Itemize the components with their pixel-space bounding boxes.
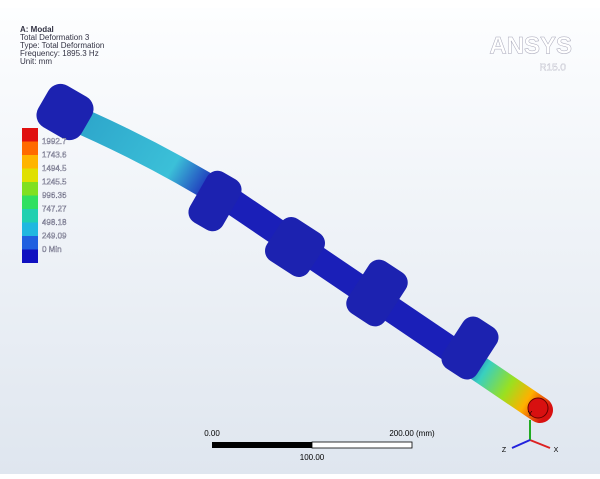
legend-swatch bbox=[22, 141, 38, 155]
legend-swatch bbox=[22, 128, 38, 142]
triad-label: Z bbox=[502, 447, 507, 454]
scale-end: 200.00 (mm) bbox=[389, 429, 435, 438]
legend-label: 0 Min bbox=[42, 245, 62, 254]
info-line: Unit: mm bbox=[20, 57, 52, 66]
legend-swatch bbox=[22, 182, 38, 196]
info-line: Frequency: 1895.3 Hz bbox=[20, 49, 99, 58]
legend-swatch bbox=[22, 222, 38, 236]
analysis-title: A: Modal bbox=[20, 25, 54, 34]
legend-label: 1992.7 bbox=[42, 137, 67, 146]
legend-label: 1743.6 bbox=[42, 151, 67, 160]
legend-label: 1494.5 bbox=[42, 164, 67, 173]
triad bbox=[511, 420, 551, 449]
legend-label: 498.18 bbox=[42, 218, 67, 227]
collars bbox=[36, 83, 499, 380]
scale-bar bbox=[212, 441, 413, 449]
legend-swatch bbox=[22, 209, 38, 223]
legend-label: 1245.5 bbox=[42, 178, 67, 187]
info-line: Type: Total Deformation bbox=[20, 41, 104, 50]
logo-version: R15.0 bbox=[539, 63, 566, 74]
info-line: Total Deformation 3 bbox=[20, 33, 90, 42]
legend-swatch bbox=[22, 195, 38, 209]
scale-start: 0.00 bbox=[204, 429, 220, 438]
legend-swatch bbox=[22, 249, 38, 263]
triad-label: Y bbox=[528, 411, 533, 418]
legend-label: 747.27 bbox=[42, 205, 67, 214]
logo: ANSYS bbox=[489, 32, 572, 59]
legend-swatch bbox=[22, 155, 38, 169]
legend-label: 249.09 bbox=[42, 232, 67, 241]
scale-mid: 100.00 bbox=[300, 453, 325, 462]
shaft-tip bbox=[527, 397, 549, 419]
legend-swatch bbox=[22, 168, 38, 182]
legend-swatch bbox=[22, 236, 38, 250]
legend-label: 996.36 bbox=[42, 191, 67, 200]
triad-label: X bbox=[554, 447, 559, 454]
